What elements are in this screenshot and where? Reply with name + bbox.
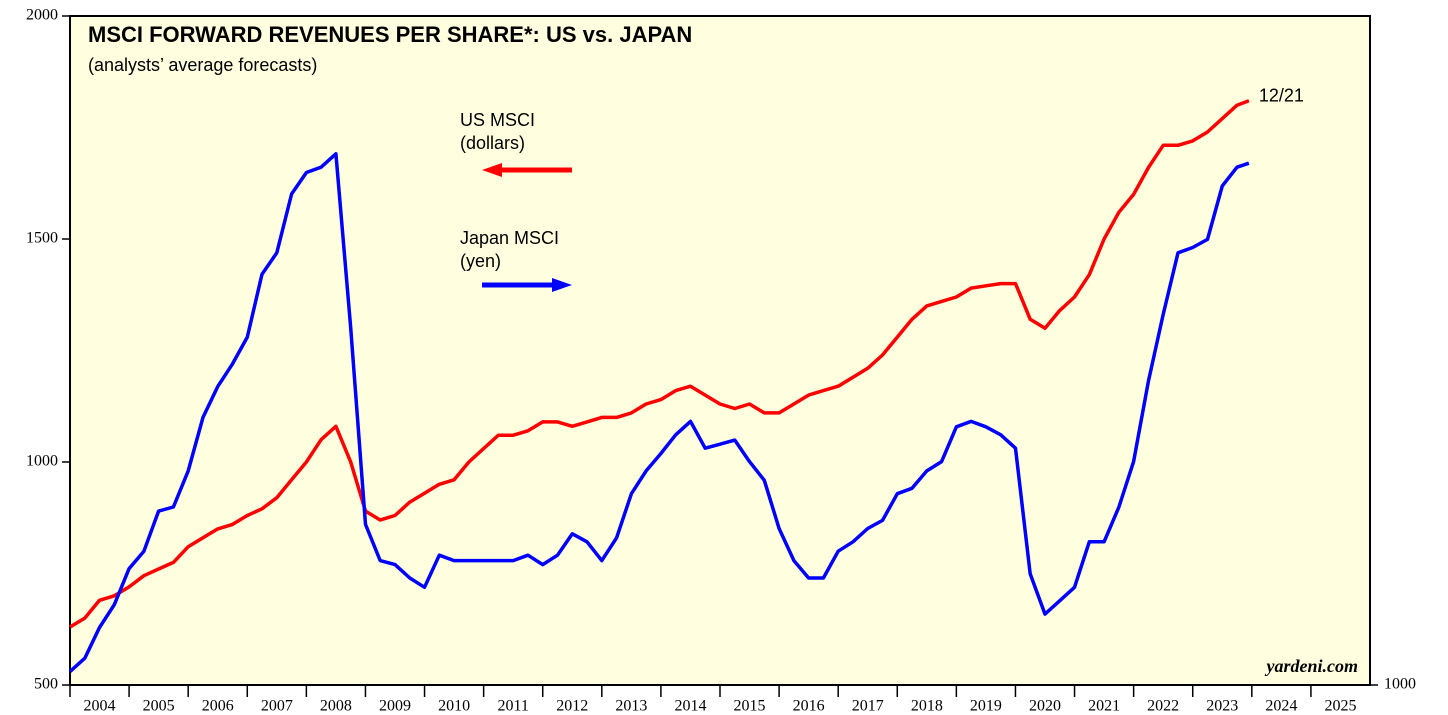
legend-label: Japan MSCI <box>460 228 559 248</box>
x-tick-label: 2011 <box>497 698 528 715</box>
x-tick-label: 2010 <box>438 698 470 715</box>
y-tick-label: 500 <box>34 676 58 693</box>
legend-unit: (dollars) <box>460 133 525 153</box>
series-line <box>68 152 1250 673</box>
x-tick-label: 2006 <box>202 698 234 715</box>
y-tick-label: 2000 <box>26 7 58 24</box>
legend-arrow-head <box>552 278 572 292</box>
x-tick-label: 2025 <box>1324 698 1356 715</box>
chart-title: MSCI FORWARD REVENUES PER SHARE*: US vs.… <box>88 22 692 47</box>
x-tick-label: 2024 <box>1265 698 1297 715</box>
end-label: 12/21 <box>1259 85 1304 105</box>
x-tick-label: 2020 <box>1029 698 1061 715</box>
series-line <box>69 99 1250 629</box>
x-tick-label: 2012 <box>556 698 588 715</box>
legend-label: US MSCI <box>460 110 535 130</box>
legend-arrow-head <box>482 163 502 177</box>
x-tick-label: 2013 <box>615 698 647 715</box>
x-tick-label: 2015 <box>734 698 766 715</box>
plot-area <box>69 15 1371 686</box>
x-tick-label: 2018 <box>911 698 943 715</box>
x-tick-label: 2021 <box>1088 698 1120 715</box>
source-note: yardeni.com <box>1265 656 1359 676</box>
x-tick-label: 2014 <box>674 698 706 715</box>
x-tick-label: 2016 <box>793 698 825 715</box>
y-tick-label: 1000 <box>26 453 58 470</box>
x-tick-label: 2005 <box>143 698 175 715</box>
y-tick-label: 1500 <box>26 230 58 247</box>
x-tick-label: 2019 <box>970 698 1002 715</box>
x-tick-label: 2009 <box>379 698 411 715</box>
x-tick-label: 2017 <box>852 698 884 715</box>
legend-unit: (yen) <box>460 251 501 271</box>
x-tick-label: 2008 <box>320 698 352 715</box>
chart-subtitle: (analysts’ average forecasts) <box>88 55 317 75</box>
y2-tick-label: 1000 <box>1384 676 1416 693</box>
x-tick-label: 2007 <box>261 698 293 715</box>
x-tick-label: 2022 <box>1147 698 1179 715</box>
x-tick-label: 2023 <box>1206 698 1238 715</box>
x-tick-label: 2004 <box>84 698 116 715</box>
